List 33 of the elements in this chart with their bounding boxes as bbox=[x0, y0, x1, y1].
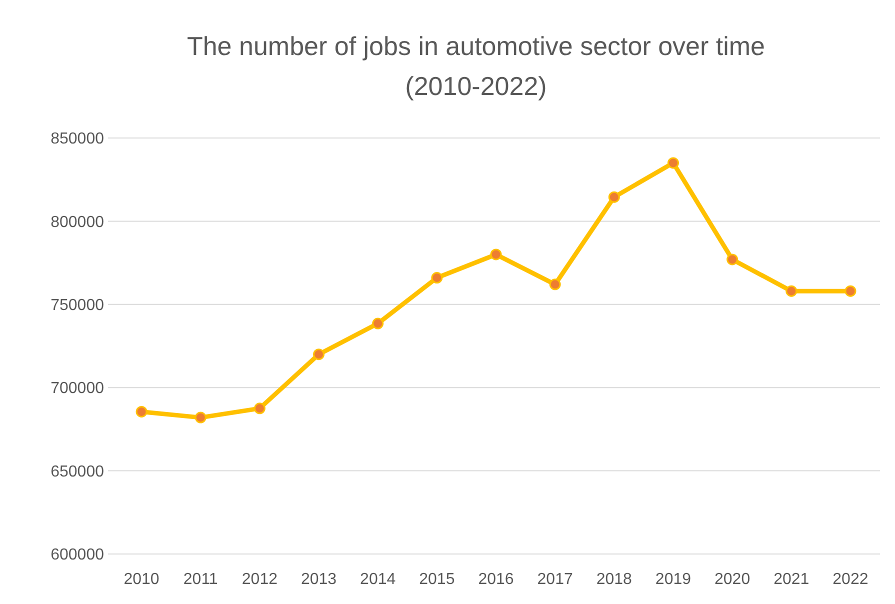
x-tick-label: 2017 bbox=[537, 571, 573, 588]
x-tick-label: 2014 bbox=[360, 571, 396, 588]
point bbox=[549, 278, 561, 290]
point bbox=[726, 254, 738, 266]
y-tick-label: 600000 bbox=[50, 546, 104, 564]
x-tick-label: 2016 bbox=[478, 571, 514, 588]
x-tick-label: 2022 bbox=[832, 571, 868, 588]
point bbox=[490, 248, 502, 260]
point bbox=[372, 318, 384, 330]
y-tick-label: 800000 bbox=[50, 214, 104, 231]
x-tick-label: 2019 bbox=[655, 571, 692, 588]
x-tick-label: 2015 bbox=[419, 571, 455, 588]
y-tick-label: 700000 bbox=[50, 380, 104, 398]
chart-title: The number of jobs in automotive sector over time (2010-2022) bbox=[186, 31, 766, 101]
point bbox=[608, 191, 620, 203]
point bbox=[254, 402, 266, 414]
y-tick-label: 650000 bbox=[50, 463, 104, 480]
point bbox=[136, 406, 148, 418]
point bbox=[667, 157, 679, 169]
point bbox=[194, 412, 206, 424]
x-tick-label: 2011 bbox=[183, 571, 218, 588]
point bbox=[313, 348, 325, 360]
x-tick-label: 2013 bbox=[300, 571, 337, 588]
point bbox=[431, 272, 443, 284]
x-tick-label: 2010 bbox=[124, 571, 160, 588]
x-tick-label: 2020 bbox=[714, 571, 750, 588]
point bbox=[786, 285, 798, 297]
point bbox=[844, 285, 856, 297]
y-tick-label: 850000 bbox=[50, 130, 104, 148]
x-tick-label: 2021 bbox=[774, 571, 810, 588]
y-tick-label: 750000 bbox=[50, 297, 104, 314]
x-tick-label: 2018 bbox=[596, 571, 632, 588]
x-tick-label: 2012 bbox=[242, 571, 278, 588]
